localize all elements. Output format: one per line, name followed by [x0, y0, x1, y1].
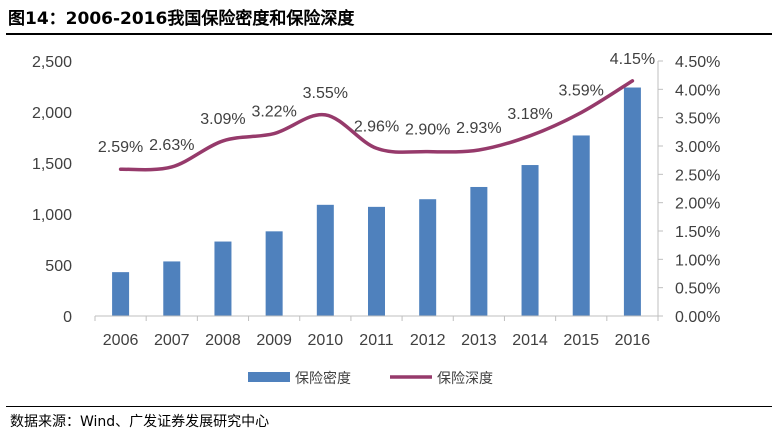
data-label-2016: 4.15% — [610, 51, 655, 68]
legend: 保险密度 保险深度 — [248, 370, 493, 387]
y-left-tick-label: 0 — [63, 309, 72, 326]
x-tick-label: 2015 — [563, 332, 599, 349]
data-label-2011: 2.96% — [354, 118, 399, 135]
bar-2011 — [368, 206, 385, 316]
data-label-2014: 3.18% — [507, 106, 552, 123]
legend-swatch-bar — [248, 372, 290, 382]
x-tick-label: 2010 — [308, 332, 344, 349]
y-right-tick-label: 3.50% — [675, 111, 720, 128]
figure-source: 数据来源：Wind、广发证券发展研究中心 — [10, 414, 270, 430]
y-left-tick-label: 500 — [45, 258, 72, 275]
bar-2015 — [572, 135, 590, 316]
y-right-tick-label: 4.00% — [675, 82, 720, 99]
x-tick-label: 2011 — [359, 332, 394, 349]
x-tick-label: 2016 — [615, 332, 651, 349]
x-tick-label: 2012 — [410, 332, 446, 349]
data-label-2009: 3.22% — [251, 104, 296, 121]
y-right-tick-label: 2.00% — [675, 196, 720, 213]
data-label-2006: 2.59% — [98, 139, 143, 156]
bar-2012 — [419, 199, 437, 316]
data-label-2010: 3.55% — [303, 85, 348, 102]
series-line-insurance-depth — [118, 79, 635, 172]
data-labels: 2.59% 2.63% 3.09% 3.22% 3.55% 2.96% 2.90% 2.93%… — [98, 51, 655, 156]
y-right-tick-label: 0.50% — [675, 281, 720, 298]
data-label-2007: 2.63% — [149, 137, 194, 154]
legend-label-line: 保险深度 — [437, 371, 493, 387]
bar-2009 — [265, 231, 283, 316]
bar-2010 — [316, 204, 334, 316]
x-tick-label: 2008 — [205, 332, 241, 349]
y-right-tick-label: 4.50% — [675, 54, 720, 71]
data-label-2015: 3.59% — [559, 83, 604, 100]
axes: 2006 2007 2008 2009 2010 2011 2012 2013 2014 2015… — [32, 54, 720, 349]
y-right-tick-label: 0.00% — [675, 309, 720, 326]
y-left-tick-label: 2,500 — [32, 54, 72, 71]
y-right-tick-label: 1.50% — [675, 224, 720, 241]
y-left-tick-label: 1,000 — [32, 207, 72, 224]
bar-2016 — [623, 87, 641, 317]
figure-title: 图14：2006-2016我国保险密度和保险深度 — [8, 9, 355, 29]
x-tick-label: 2014 — [512, 332, 548, 349]
bar-2007 — [163, 261, 181, 316]
x-tick-label: 2006 — [103, 332, 139, 349]
y-right-tick-label: 1.00% — [675, 252, 720, 269]
bar-2008 — [214, 241, 232, 316]
chart: 2006 2007 2008 2009 2010 2011 2012 2013 2014 2015… — [32, 51, 720, 387]
x-tick-label: 2007 — [154, 332, 190, 349]
data-label-2013: 2.93% — [456, 120, 501, 137]
line-series — [118, 79, 635, 172]
bar-series — [112, 87, 641, 317]
data-label-2008: 3.09% — [200, 111, 245, 128]
x-tick-label: 2009 — [256, 332, 292, 349]
x-tick-label: 2013 — [461, 332, 497, 349]
legend-label-bar: 保险密度 — [295, 370, 351, 387]
y-right-tick-label: 3.00% — [675, 139, 720, 156]
bar-2006 — [112, 272, 130, 316]
y-left-tick-label: 2,000 — [32, 105, 72, 122]
source-rule — [6, 406, 772, 407]
y-right-tick-label: 2.50% — [675, 167, 720, 184]
y-left-tick-label: 1,500 — [32, 156, 72, 173]
title-rule — [6, 33, 772, 35]
bar-2013 — [470, 186, 488, 316]
data-label-2012: 2.90% — [405, 122, 450, 139]
bar-2014 — [521, 165, 539, 316]
